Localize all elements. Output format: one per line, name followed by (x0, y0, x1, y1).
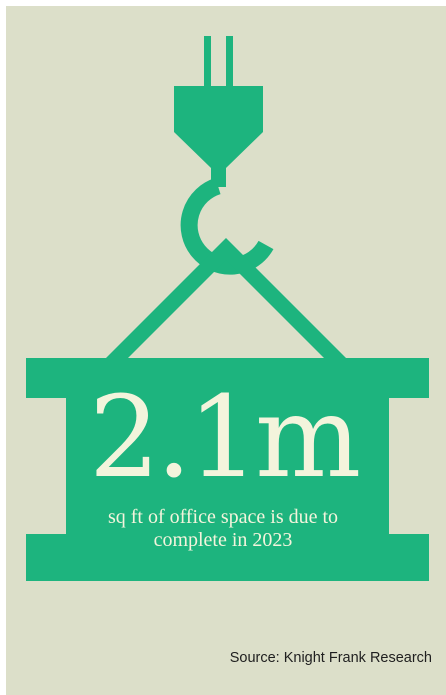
cargo-container-icon (26, 358, 429, 581)
crane-cable-right (226, 36, 233, 86)
crane-cable-left (204, 36, 211, 86)
stat-caption: sq ft of office space is due to complete… (107, 506, 339, 551)
crane-hook-icon (26, 36, 429, 581)
headline-stat: 2.1m (88, 373, 361, 503)
source-credit: Source: Knight Frank Research (229, 650, 432, 666)
pulley-block (174, 86, 263, 168)
lifting-sling (106, 238, 346, 358)
hook-curve (180, 177, 274, 275)
